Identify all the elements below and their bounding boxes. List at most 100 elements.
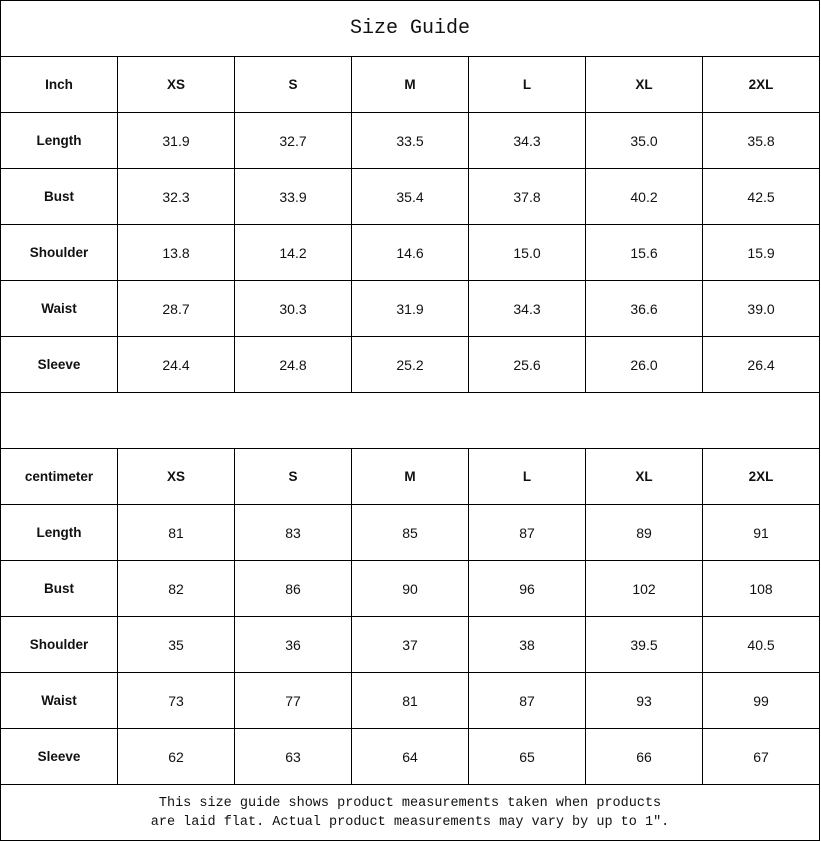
unit-label: Inch bbox=[0, 56, 118, 113]
measurement-value: 73 bbox=[117, 672, 235, 729]
measurement-label: Waist bbox=[0, 672, 118, 729]
note-line: This size guide shows product measuremen… bbox=[158, 795, 662, 811]
table-row: Bust 32.3 33.9 35.4 37.8 40.2 42.5 bbox=[0, 168, 821, 225]
measurement-value: 35.8 bbox=[701, 112, 821, 169]
measurement-label: Shoulder bbox=[0, 224, 118, 281]
size-header: 2XL bbox=[701, 448, 821, 505]
table-row: Sleeve 24.4 24.8 25.2 25.6 26.0 26.4 bbox=[0, 336, 821, 393]
measurement-value: 26.4 bbox=[701, 336, 821, 393]
measurement-value: 77 bbox=[234, 672, 352, 729]
measurement-value: 62 bbox=[117, 728, 235, 785]
size-header: L bbox=[468, 56, 586, 113]
measurement-value: 25.2 bbox=[351, 336, 469, 393]
measurement-value: 86 bbox=[234, 560, 352, 617]
measurement-value: 34.3 bbox=[468, 112, 586, 169]
measurement-value: 13.8 bbox=[117, 224, 235, 281]
measurement-value: 39.5 bbox=[585, 616, 703, 673]
table-row: Bust 82 86 90 96 102 108 bbox=[0, 560, 821, 617]
size-header: XL bbox=[585, 56, 703, 113]
measurement-value: 63 bbox=[234, 728, 352, 785]
measurement-value: 90 bbox=[351, 560, 469, 617]
measurement-value: 35 bbox=[117, 616, 235, 673]
measurement-value: 24.4 bbox=[117, 336, 235, 393]
measurement-value: 39.0 bbox=[701, 280, 821, 337]
note-line: are laid flat. Actual product measuremen… bbox=[150, 814, 670, 830]
measurement-value: 32.7 bbox=[234, 112, 352, 169]
measurement-value: 93 bbox=[585, 672, 703, 729]
measurement-value: 108 bbox=[701, 560, 821, 617]
measurement-value: 31.9 bbox=[117, 112, 235, 169]
measurement-value: 15.0 bbox=[468, 224, 586, 281]
measurement-label: Bust bbox=[0, 168, 118, 225]
measurement-value: 87 bbox=[468, 672, 586, 729]
measurement-value: 66 bbox=[585, 728, 703, 785]
measurement-value: 28.7 bbox=[117, 280, 235, 337]
unit-label: centimeter bbox=[0, 448, 118, 505]
size-header: S bbox=[234, 448, 352, 505]
note-row: This size guide shows product measuremen… bbox=[0, 784, 821, 841]
measurement-value: 25.6 bbox=[468, 336, 586, 393]
size-header: M bbox=[351, 448, 469, 505]
table-row: Length 31.9 32.7 33.5 34.3 35.0 35.8 bbox=[0, 112, 821, 169]
size-header: M bbox=[351, 56, 469, 113]
measurement-label: Waist bbox=[0, 280, 118, 337]
measurement-value: 102 bbox=[585, 560, 703, 617]
size-header: XS bbox=[117, 56, 235, 113]
table-row: Waist 73 77 81 87 93 99 bbox=[0, 672, 821, 729]
header-row: Inch XS S M L XL 2XL bbox=[0, 56, 821, 113]
measurement-value: 87 bbox=[468, 504, 586, 561]
title-row: Size Guide bbox=[0, 0, 821, 57]
measurement-value: 36.6 bbox=[585, 280, 703, 337]
measurement-value: 89 bbox=[585, 504, 703, 561]
measurement-value: 99 bbox=[701, 672, 821, 729]
measurement-label: Length bbox=[0, 504, 118, 561]
measurement-value: 24.8 bbox=[234, 336, 352, 393]
measurement-value: 36 bbox=[234, 616, 352, 673]
table-row: Shoulder 35 36 37 38 39.5 40.5 bbox=[0, 616, 821, 673]
spacer-row bbox=[0, 392, 821, 449]
size-header: L bbox=[468, 448, 586, 505]
measurement-value: 30.3 bbox=[234, 280, 352, 337]
measurement-value: 91 bbox=[701, 504, 821, 561]
measurement-value: 33.9 bbox=[234, 168, 352, 225]
page-title: Size Guide bbox=[0, 0, 821, 57]
size-note: This size guide shows product measuremen… bbox=[0, 784, 821, 841]
measurement-value: 40.5 bbox=[701, 616, 821, 673]
table-row: Sleeve 62 63 64 65 66 67 bbox=[0, 728, 821, 785]
table-row: Length 81 83 85 87 89 91 bbox=[0, 504, 821, 561]
measurement-label: Length bbox=[0, 112, 118, 169]
measurement-label: Sleeve bbox=[0, 728, 118, 785]
size-header: XL bbox=[585, 448, 703, 505]
measurement-label: Shoulder bbox=[0, 616, 118, 673]
measurement-value: 37.8 bbox=[468, 168, 586, 225]
measurement-value: 85 bbox=[351, 504, 469, 561]
measurement-value: 65 bbox=[468, 728, 586, 785]
spacer-cell bbox=[0, 392, 821, 449]
measurement-value: 64 bbox=[351, 728, 469, 785]
measurement-value: 14.2 bbox=[234, 224, 352, 281]
measurement-value: 38 bbox=[468, 616, 586, 673]
measurement-value: 15.9 bbox=[701, 224, 821, 281]
measurement-value: 37 bbox=[351, 616, 469, 673]
measurement-value: 15.6 bbox=[585, 224, 703, 281]
measurement-value: 31.9 bbox=[351, 280, 469, 337]
size-header: XS bbox=[117, 448, 235, 505]
measurement-value: 34.3 bbox=[468, 280, 586, 337]
measurement-value: 32.3 bbox=[117, 168, 235, 225]
measurement-value: 81 bbox=[351, 672, 469, 729]
header-row: centimeter XS S M L XL 2XL bbox=[0, 448, 821, 505]
size-header: S bbox=[234, 56, 352, 113]
measurement-value: 35.0 bbox=[585, 112, 703, 169]
measurement-value: 96 bbox=[468, 560, 586, 617]
measurement-label: Bust bbox=[0, 560, 118, 617]
measurement-value: 81 bbox=[117, 504, 235, 561]
measurement-value: 42.5 bbox=[701, 168, 821, 225]
measurement-label: Sleeve bbox=[0, 336, 118, 393]
measurement-value: 33.5 bbox=[351, 112, 469, 169]
measurement-value: 14.6 bbox=[351, 224, 469, 281]
measurement-value: 67 bbox=[701, 728, 821, 785]
measurement-value: 26.0 bbox=[585, 336, 703, 393]
measurement-value: 35.4 bbox=[351, 168, 469, 225]
table-row: Waist 28.7 30.3 31.9 34.3 36.6 39.0 bbox=[0, 280, 821, 337]
